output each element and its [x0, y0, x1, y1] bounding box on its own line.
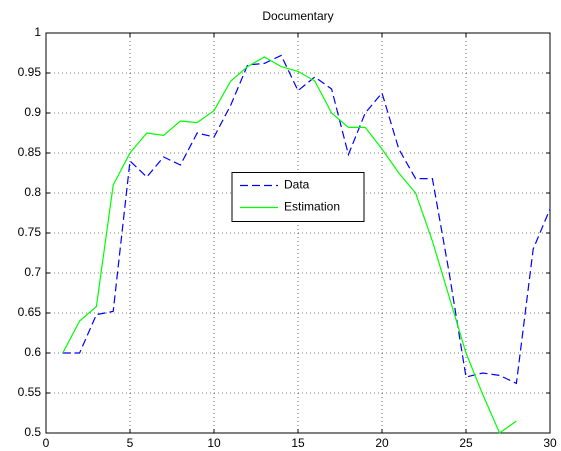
y-tick-label: 0.8 — [24, 185, 41, 199]
y-tick-label: 1 — [34, 25, 41, 39]
legend-label: Estimation — [284, 200, 340, 214]
y-tick-label: 0.6 — [24, 345, 41, 359]
plot-frame — [45, 32, 551, 434]
data-line — [62, 56, 517, 434]
legend-label: Data — [284, 178, 310, 192]
x-tick-label: 30 — [543, 436, 557, 450]
x-tick-label: 20 — [375, 436, 389, 450]
y-tick-label: 0.75 — [18, 225, 42, 239]
legend-box — [231, 172, 365, 222]
x-tick-label: 25 — [459, 436, 473, 450]
y-tick-label: 0.95 — [18, 65, 42, 79]
y-tick-label: 0.65 — [18, 305, 42, 319]
x-tick-label: 10 — [207, 436, 221, 450]
y-tick-label: 0.5 — [24, 425, 41, 439]
y-tick-label: 0.7 — [24, 265, 41, 279]
x-tick-label: 15 — [291, 436, 305, 450]
x-tick-label: 0 — [43, 436, 50, 450]
y-tick-label: 0.55 — [18, 385, 42, 399]
data-line — [62, 54, 551, 385]
chart-title: Documentary — [262, 9, 333, 23]
y-tick-label: 0.85 — [18, 145, 42, 159]
x-tick-label: 5 — [127, 436, 134, 450]
y-tick-label: 0.9 — [24, 105, 41, 119]
